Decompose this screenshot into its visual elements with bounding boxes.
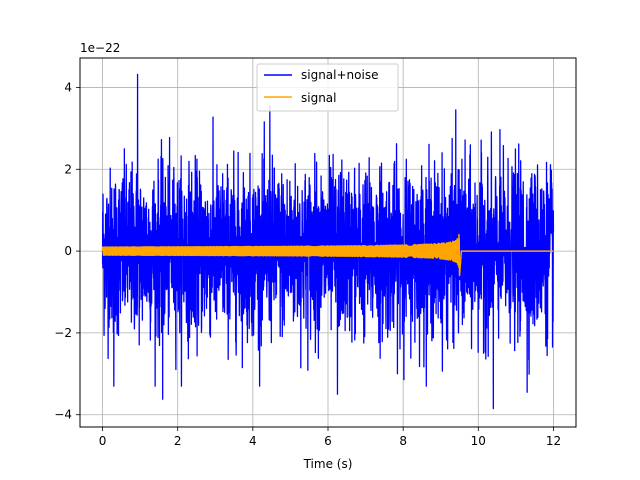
y-tick-label: −4: [54, 408, 72, 422]
plot-area: [101, 73, 555, 410]
ticks: 0 2 4 6 8 10 12 −4 −2 0 2 4: [54, 80, 561, 448]
series-signal-line: [101, 233, 554, 277]
y-tick-label: 4: [64, 80, 72, 94]
x-tick-label: 2: [174, 434, 182, 448]
y-offset-label: 1e−22: [80, 41, 120, 55]
y-tick-label: −2: [54, 326, 72, 340]
y-tick-label: 0: [64, 244, 72, 258]
legend-box: [256, 63, 399, 112]
legend-label-signal: signal: [301, 91, 337, 105]
y-tick-label: 2: [64, 162, 72, 176]
x-axis-label: Time (s): [303, 457, 353, 471]
legend: signal+noise signal: [256, 63, 399, 112]
x-tick-label: 10: [471, 434, 486, 448]
x-tick-label: 12: [546, 434, 561, 448]
x-tick-label: 6: [324, 434, 332, 448]
x-tick-label: 0: [99, 434, 107, 448]
legend-label-signal-noise: signal+noise: [301, 68, 378, 82]
x-tick-label: 8: [399, 434, 407, 448]
x-tick-label: 4: [249, 434, 257, 448]
